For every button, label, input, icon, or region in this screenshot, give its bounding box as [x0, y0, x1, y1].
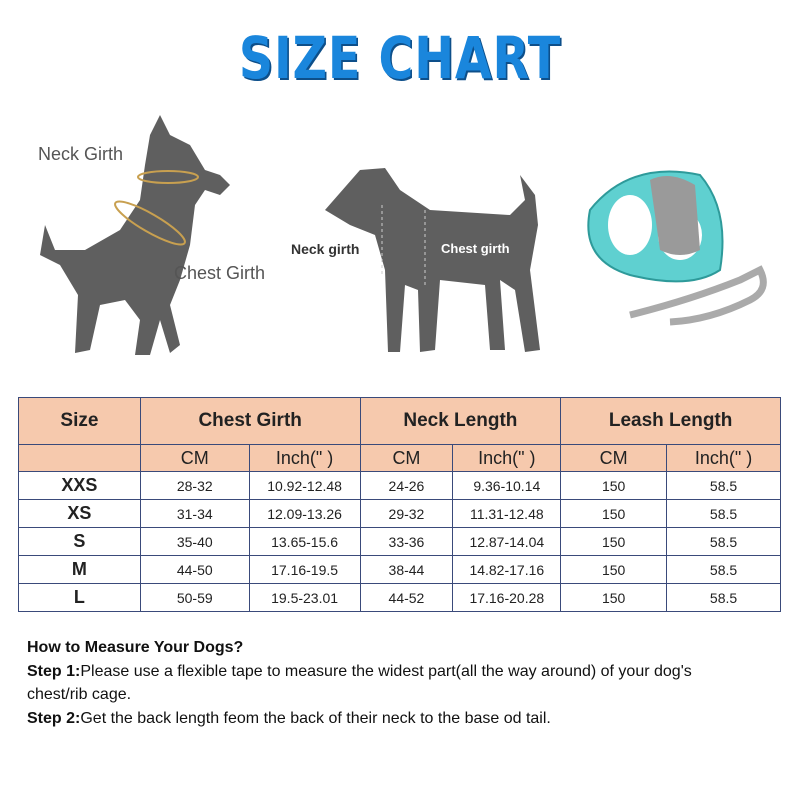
value-cell: 17.16-19.5: [248, 555, 361, 584]
subheader-cm: CM: [560, 444, 668, 472]
size-cell: M: [18, 555, 141, 584]
value-cell: 150: [560, 499, 668, 528]
table-subheader-row: CM Inch(" ) CM Inch(" ) CM Inch(" ): [18, 444, 781, 472]
step2-text: Get the back length feom the back of the…: [80, 709, 551, 727]
value-cell: 11.31-12.48: [452, 499, 562, 528]
size-cell: L: [18, 583, 141, 612]
value-cell: 150: [560, 555, 668, 584]
value-cell: 58.5: [666, 499, 781, 528]
size-cell: XXS: [18, 471, 141, 500]
subheader-inch: Inch(" ): [452, 444, 562, 472]
value-cell: 50-59: [139, 583, 250, 612]
subheader-empty: [18, 444, 141, 472]
value-cell: 150: [560, 471, 668, 500]
dog-chest-girth-label: Chest girth: [441, 241, 510, 256]
value-cell: 14.82-17.16: [452, 555, 562, 584]
page-title: SIZE CHART: [238, 24, 562, 92]
value-cell: 150: [560, 527, 668, 556]
table-row: XS 31-34 12.09-13.26 29-32 11.31-12.48 150 58.…: [18, 499, 781, 528]
header-leash-length: Leash Length: [560, 397, 781, 445]
value-cell: 35-40: [139, 527, 250, 556]
step1-label: Step 1:: [27, 662, 81, 680]
dog-silhouette-image: [325, 168, 540, 352]
size-cell: XS: [18, 499, 141, 528]
table-row: L 50-59 19.5-23.01 44-52 17.16-20.28 150 58.5: [18, 583, 781, 612]
subheader-cm: CM: [359, 444, 454, 472]
value-cell: 58.5: [666, 527, 781, 556]
value-cell: 38-44: [359, 555, 454, 584]
cat-neck-girth-label: Neck Girth: [38, 144, 124, 164]
value-cell: 58.5: [666, 583, 781, 612]
value-cell: 31-34: [139, 499, 250, 528]
value-cell: 58.5: [666, 471, 781, 500]
step2-label: Step 2:: [27, 709, 81, 727]
value-cell: 28-32: [139, 471, 250, 500]
table-row: S 35-40 13.65-15.6 33-36 12.87-14.04 150 58.5: [18, 527, 781, 556]
value-cell: 150: [560, 583, 668, 612]
value-cell: 58.5: [666, 555, 781, 584]
value-cell: 12.09-13.26: [248, 499, 361, 528]
value-cell: 33-36: [359, 527, 454, 556]
step1-text: Please use a flexible tape to measure th…: [27, 662, 692, 704]
value-cell: 13.65-15.6: [248, 527, 361, 556]
value-cell: 19.5-23.01: [248, 583, 361, 612]
value-cell: 17.16-20.28: [452, 583, 562, 612]
subheader-inch: Inch(" ): [248, 444, 361, 472]
subheader-inch: Inch(" ): [666, 444, 781, 472]
value-cell: 12.87-14.04: [452, 527, 562, 556]
harness-leash-image: [587, 170, 767, 326]
subheader-cm: CM: [139, 444, 250, 472]
measurement-instructions: How to Measure Your Dogs? Step 1:Please …: [27, 636, 717, 730]
header-chest-girth: Chest Girth: [139, 397, 361, 445]
table-row: XXS 28-32 10.92-12.48 24-26 9.36-10.14 150 58.…: [18, 471, 781, 500]
table-row: M 44-50 17.16-19.5 38-44 14.82-17.16 150 58.5: [18, 555, 781, 584]
size-chart-table: Size Chest Girth Neck Length Leash Lengt…: [18, 397, 781, 612]
cat-chest-girth-label: Chest Girth: [174, 263, 266, 283]
value-cell: 44-52: [359, 583, 454, 612]
value-cell: 9.36-10.14: [452, 471, 562, 500]
cat-silhouette-image: [40, 115, 230, 355]
dog-neck-girth-label: Neck girth: [291, 241, 360, 257]
table-header-row: Size Chest Girth Neck Length Leash Lengt…: [18, 397, 781, 445]
value-cell: 10.92-12.48: [248, 471, 361, 500]
header-neck-length: Neck Length: [359, 397, 562, 445]
value-cell: 29-32: [359, 499, 454, 528]
size-cell: S: [18, 527, 141, 556]
header-size: Size: [18, 397, 141, 445]
instructions-heading: How to Measure Your Dogs?: [27, 639, 244, 656]
value-cell: 24-26: [359, 471, 454, 500]
value-cell: 44-50: [139, 555, 250, 584]
